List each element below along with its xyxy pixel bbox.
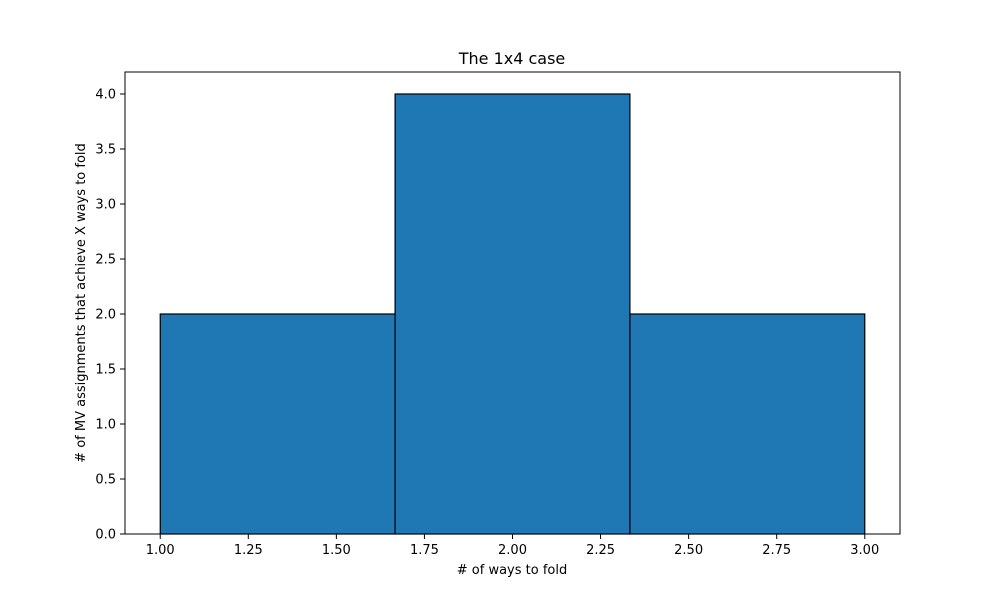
histogram-bar-2 [394, 93, 631, 535]
x-tick-label: 1.50 [322, 543, 351, 558]
x-tick-label: 1.25 [234, 543, 263, 558]
histogram-bar-1 [159, 313, 396, 535]
chart-title: The 1x4 case [458, 49, 566, 68]
histogram-bar-3 [629, 313, 866, 535]
x-tick-label: 2.00 [498, 543, 527, 558]
y-tick-label: 3.5 [95, 143, 116, 158]
x-tick-label: 1.75 [410, 543, 439, 558]
x-ticks-group: 1.00 1.25 1.50 1.75 2.00 2.25 2.50 2.75 3.00 [146, 534, 879, 558]
y-tick-label: 4.0 [95, 88, 116, 103]
y-tick-label: 1.5 [95, 363, 116, 378]
y-tick-label: 2.5 [95, 253, 116, 268]
x-axis-label: # of ways to fold [457, 563, 567, 578]
y-tick-label: 0.5 [95, 473, 116, 488]
x-tick-label: 2.50 [674, 543, 703, 558]
y-axis-label: # of MV assignments that achieve X ways … [74, 143, 89, 463]
y-tick-label: 0.0 [95, 528, 116, 543]
x-tick-label: 2.25 [586, 543, 615, 558]
y-tick-label: 2.0 [95, 308, 116, 323]
x-tick-label: 2.75 [762, 543, 791, 558]
y-ticks-group: 0.0 0.5 1.0 1.5 2.0 2.5 3.0 3.5 4.0 [95, 88, 125, 543]
y-tick-label: 1.0 [95, 418, 116, 433]
x-tick-label: 1.00 [146, 543, 175, 558]
x-tick-label: 3.00 [850, 543, 879, 558]
bars-group [159, 93, 866, 535]
y-tick-label: 3.0 [95, 198, 116, 213]
